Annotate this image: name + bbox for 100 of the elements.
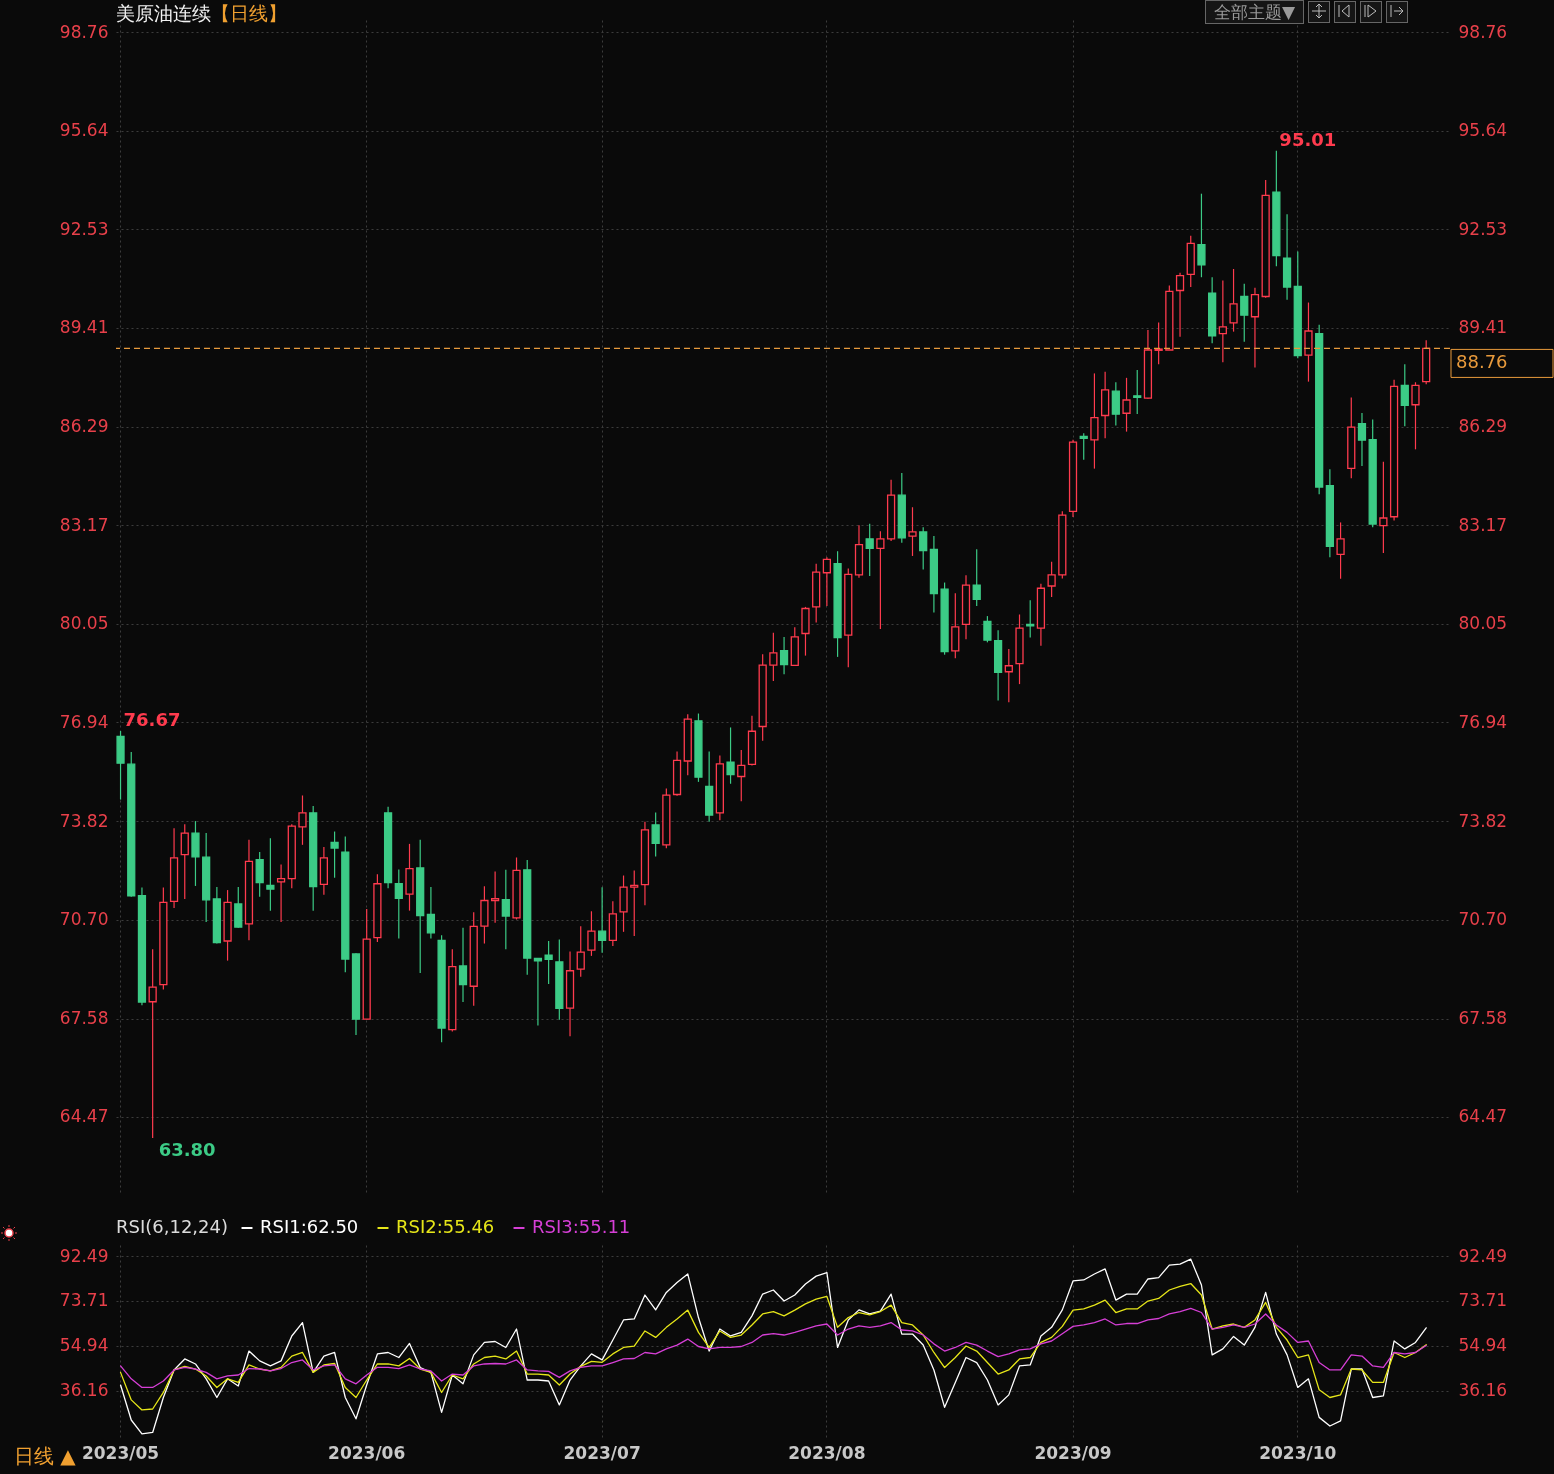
candlestick xyxy=(908,506,917,557)
candlestick xyxy=(266,837,275,912)
candlestick xyxy=(1026,599,1035,639)
candlestick xyxy=(737,749,746,802)
candlestick xyxy=(876,530,885,630)
y-tick-label: 73.82 xyxy=(59,810,109,831)
candlestick xyxy=(1090,372,1099,470)
candlestick xyxy=(544,940,553,985)
candlestick xyxy=(1336,521,1345,580)
candlestick xyxy=(1133,369,1142,415)
y2-tick-label: 36.16 xyxy=(1458,1380,1508,1401)
line-series xyxy=(119,1258,1427,1435)
line-series xyxy=(119,1307,1427,1389)
annotation: 95.01 xyxy=(1279,128,1337,150)
ref-line-label: 88.76 xyxy=(1456,351,1508,373)
candlestick xyxy=(651,811,660,858)
y2-tick-label: 64.47 xyxy=(1458,1106,1508,1127)
y2-tick-label: 95.64 xyxy=(1458,120,1508,141)
candlestick xyxy=(1154,321,1163,365)
y2-tick-label: 80.05 xyxy=(1458,613,1508,634)
candlestick xyxy=(1004,648,1013,703)
candlestick xyxy=(1122,377,1131,433)
y2-tick-label: 92.49 xyxy=(1458,1245,1508,1266)
annotation: 全部主题▼ xyxy=(1205,0,1305,24)
candlestick xyxy=(726,726,735,785)
candlestick xyxy=(255,851,264,898)
candlestick xyxy=(919,526,928,571)
candlestick xyxy=(630,869,639,937)
y-tick-label: 76.94 xyxy=(59,711,109,732)
candlestick xyxy=(1197,193,1206,278)
candlestick xyxy=(1047,561,1056,598)
candlestick xyxy=(394,868,403,940)
candlestick xyxy=(180,823,189,900)
y-tick-label: 67.58 xyxy=(59,1008,109,1029)
candlestick xyxy=(1175,272,1185,338)
candlestick xyxy=(533,957,543,1027)
y-tick-label: 83.17 xyxy=(59,514,109,535)
y2-tick-label: 92.53 xyxy=(1458,218,1508,239)
candlestick xyxy=(148,948,157,1139)
candlestick xyxy=(779,636,789,675)
candlestick xyxy=(1379,461,1388,554)
x-tick-label: 2023/07 xyxy=(563,1442,641,1463)
y-tick-label: 80.05 xyxy=(59,613,109,634)
legend-label: RSI2:55.46 xyxy=(396,1216,495,1237)
candlestick xyxy=(501,869,510,950)
x-tick-label: 2023/06 xyxy=(328,1442,406,1463)
candlestick xyxy=(426,886,436,940)
annotation: 63.80 xyxy=(158,1139,216,1161)
candlestick xyxy=(1079,432,1088,461)
y2-tick-label: 73.82 xyxy=(1458,810,1508,831)
y-tick-label: 92.49 xyxy=(59,1245,109,1266)
candlestick xyxy=(983,615,992,643)
candlestick xyxy=(191,820,200,887)
candlestick xyxy=(769,632,778,682)
y-tick-label: 98.76 xyxy=(59,21,109,42)
candlestick xyxy=(1357,412,1367,467)
y2-tick-label: 67.58 xyxy=(1458,1008,1508,1029)
legend-label: RSI3:55.11 xyxy=(532,1216,631,1237)
y2-tick-label: 86.29 xyxy=(1458,416,1508,437)
y2-tick-label: 89.41 xyxy=(1458,317,1508,338)
x-tick-label: 2023/05 xyxy=(81,1442,160,1463)
candlestick xyxy=(1400,363,1409,427)
text: 日线 ▲ xyxy=(14,1443,76,1470)
x-tick-label: 2023/09 xyxy=(1034,1442,1112,1463)
candlestick xyxy=(1218,279,1227,363)
candlestick xyxy=(1411,381,1420,450)
x-tick-label: 2023/10 xyxy=(1259,1442,1337,1463)
candlestick xyxy=(298,794,307,846)
legend-title: RSI(6,12,24) xyxy=(116,1216,228,1237)
y2-tick-label: 76.94 xyxy=(1458,711,1508,732)
candlestick xyxy=(587,910,596,957)
candlestick xyxy=(276,863,286,923)
chart-title: 美原油连续 xyxy=(116,2,211,24)
y-tick-label: 89.41 xyxy=(59,317,109,338)
candlestick xyxy=(1250,287,1260,368)
candlestick xyxy=(458,927,468,1003)
candlestick xyxy=(865,523,874,577)
y2-tick-label: 73.71 xyxy=(1458,1290,1508,1311)
candlestick xyxy=(330,830,339,879)
candlestick xyxy=(234,886,243,929)
candlestick xyxy=(972,548,981,607)
y2-tick-label: 98.76 xyxy=(1458,21,1508,42)
candlestick xyxy=(1240,283,1249,343)
y2-tick-label: 54.94 xyxy=(1458,1335,1508,1356)
chart-subtitle: 【日线】 xyxy=(211,2,287,24)
candlestick xyxy=(490,870,500,924)
y-tick-label: 92.53 xyxy=(59,218,109,239)
candlestick xyxy=(598,886,607,954)
y-tick-label: 36.16 xyxy=(59,1380,109,1401)
candlestick xyxy=(1229,268,1238,333)
y-tick-label: 54.94 xyxy=(59,1335,109,1356)
line-series xyxy=(119,1282,1427,1411)
annotation: 76.67 xyxy=(123,708,181,730)
y-tick-label: 86.29 xyxy=(59,416,109,437)
x-tick-label: 2023/08 xyxy=(788,1442,866,1463)
y-tick-label: 95.64 xyxy=(59,120,109,141)
legend-label: RSI1:62.50 xyxy=(260,1216,359,1237)
candlestick xyxy=(822,556,832,607)
candlestick xyxy=(1111,381,1120,427)
y2-tick-label: 83.17 xyxy=(1458,514,1508,535)
